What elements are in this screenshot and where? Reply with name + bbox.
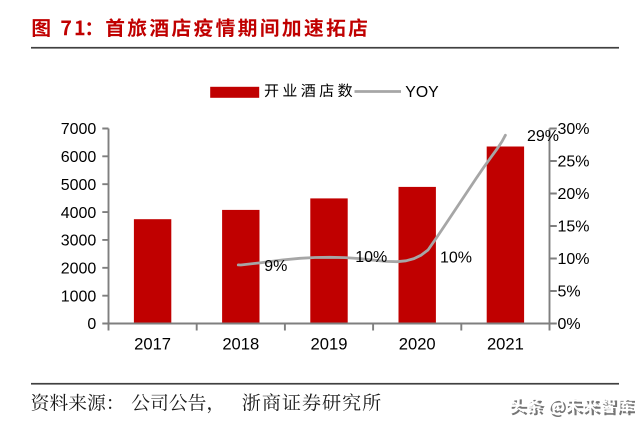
svg-text:30%: 30% [558, 121, 590, 138]
svg-text:2018: 2018 [222, 335, 259, 354]
svg-text:20%: 20% [558, 186, 590, 203]
svg-text:2019: 2019 [311, 335, 348, 354]
svg-text:4000: 4000 [61, 205, 97, 222]
svg-text:2021: 2021 [487, 335, 524, 354]
svg-text:2000: 2000 [61, 261, 97, 278]
svg-text:29%: 29% [527, 128, 559, 145]
svg-text:5000: 5000 [61, 177, 97, 194]
svg-text:10%: 10% [355, 249, 387, 266]
svg-text:10%: 10% [440, 250, 472, 267]
svg-text:9%: 9% [264, 258, 287, 275]
svg-text:3000: 3000 [61, 233, 97, 250]
svg-text:0: 0 [87, 316, 96, 333]
svg-text:10%: 10% [558, 251, 590, 268]
svg-text:2020: 2020 [399, 335, 436, 354]
svg-text:1000: 1000 [61, 288, 97, 305]
svg-text:6000: 6000 [61, 149, 97, 166]
svg-text:YOY: YOY [405, 84, 439, 101]
svg-text:2017: 2017 [134, 335, 171, 354]
svg-text:15%: 15% [558, 219, 590, 236]
svg-text:5%: 5% [558, 284, 581, 301]
svg-text:0%: 0% [558, 316, 581, 333]
svg-text:7000: 7000 [61, 121, 97, 138]
svg-text:25%: 25% [558, 154, 590, 171]
